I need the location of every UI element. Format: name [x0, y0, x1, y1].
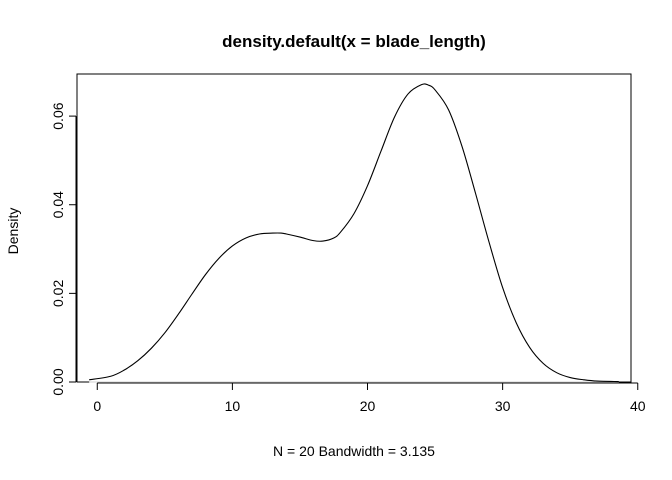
x-axis-label: N = 20 Bandwidth = 3.135 — [273, 443, 435, 459]
plot-frame — [76, 73, 632, 383]
y-tick-label: 0.04 — [50, 191, 66, 218]
x-tick-label: 0 — [93, 398, 101, 414]
x-tick-label: 40 — [630, 398, 646, 414]
x-tick-label: 30 — [495, 398, 511, 414]
x-axis: 0 10 20 30 40 — [93, 382, 646, 414]
y-tick-label: 0.02 — [50, 280, 66, 307]
density-curve — [89, 83, 619, 383]
chart-title: density.default(x = blade_length) — [222, 32, 486, 51]
y-tick-label: 0.06 — [50, 102, 66, 129]
x-tick-label: 20 — [360, 398, 376, 414]
y-tick-label: 0.00 — [50, 368, 66, 395]
y-axis-label: Density — [5, 208, 21, 255]
x-tick-label: 10 — [225, 398, 241, 414]
y-axis: 0.00 0.02 0.04 0.06 — [50, 102, 77, 396]
